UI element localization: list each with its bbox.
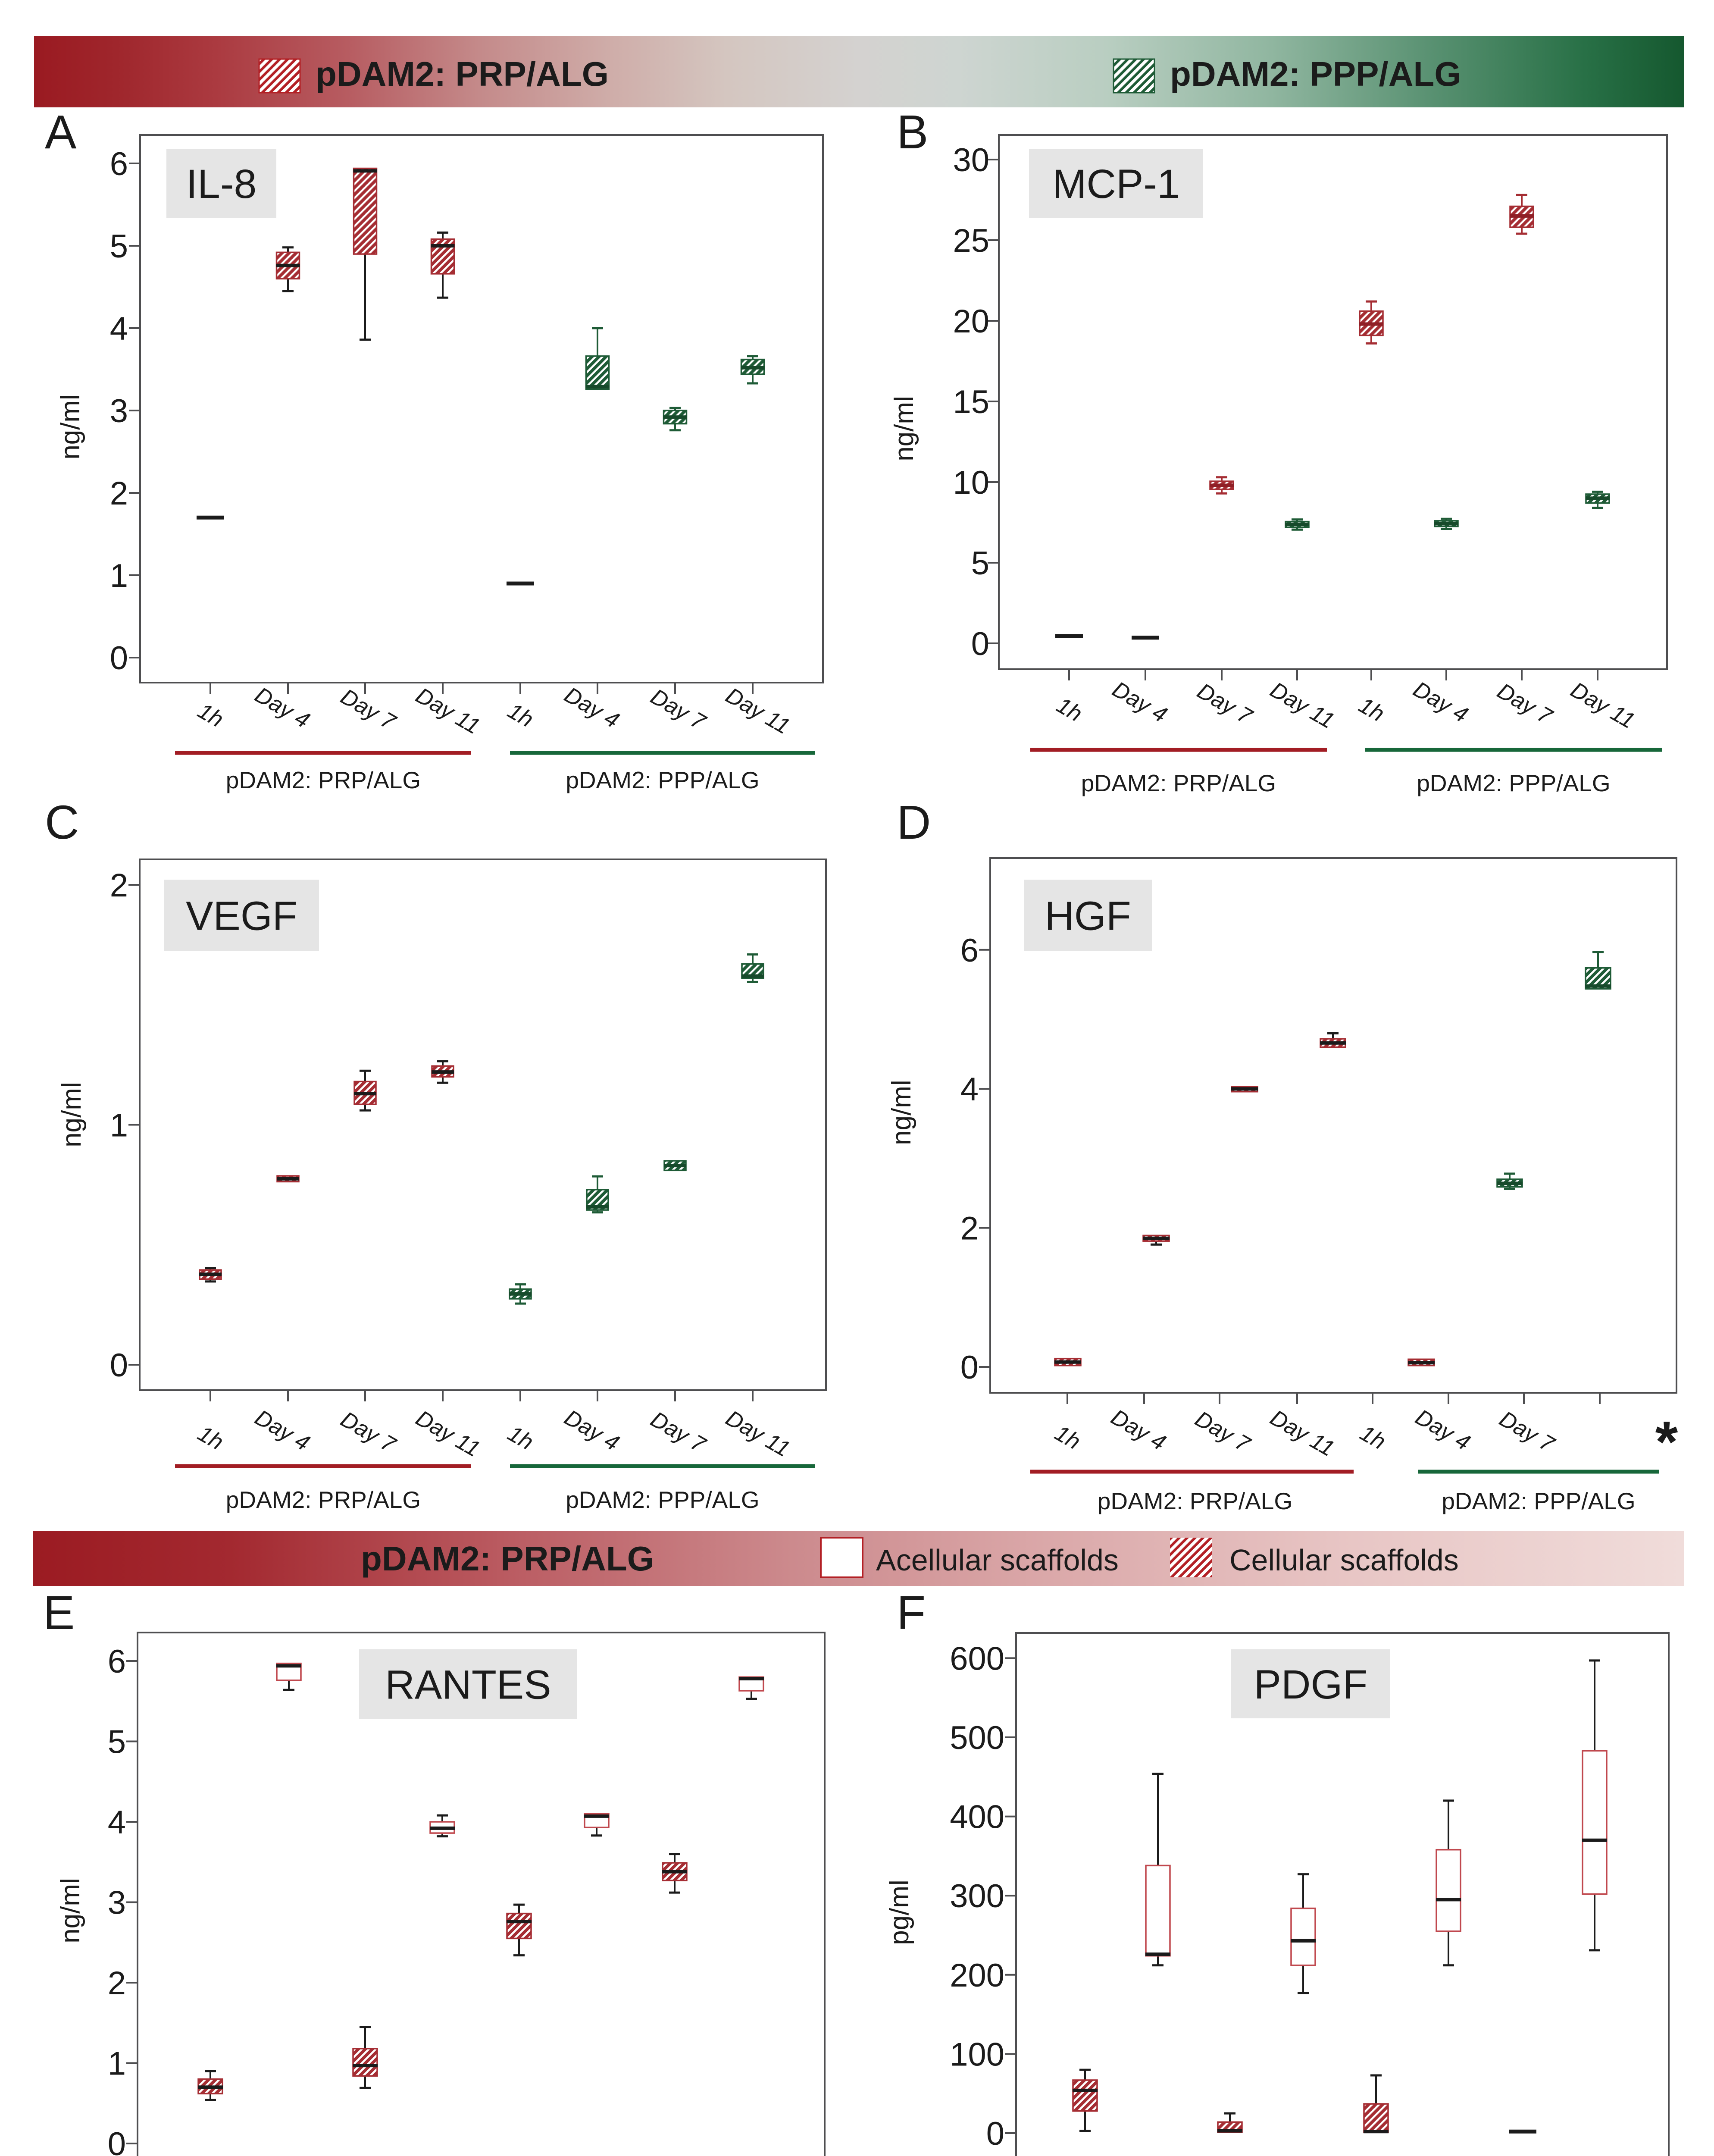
svg-text:pg/ml: pg/ml — [885, 1880, 914, 1945]
svg-text:2: 2 — [108, 1965, 126, 2002]
svg-text:F: F — [897, 1586, 926, 1639]
svg-text:HGF: HGF — [1045, 893, 1131, 939]
svg-text:5: 5 — [971, 545, 989, 582]
svg-text:B: B — [897, 106, 928, 159]
svg-text:6: 6 — [110, 146, 128, 182]
svg-text:6: 6 — [960, 932, 979, 969]
svg-text:pDAM2: PRP/ALG: pDAM2: PRP/ALG — [316, 55, 609, 93]
svg-text:1: 1 — [110, 1107, 128, 1144]
svg-text:100: 100 — [950, 2036, 1004, 2073]
svg-text:25: 25 — [953, 222, 989, 259]
svg-text:4: 4 — [960, 1071, 979, 1108]
svg-text:pDAM2: PRP/ALG: pDAM2: PRP/ALG — [1081, 770, 1276, 796]
svg-text:pDAM2: PRP/ALG: pDAM2: PRP/ALG — [226, 767, 421, 793]
svg-text:RANTES: RANTES — [385, 1662, 551, 1708]
svg-text:C: C — [45, 796, 79, 849]
svg-text:0: 0 — [108, 2126, 126, 2156]
svg-text:A: A — [45, 106, 77, 159]
svg-text:VEGF: VEGF — [186, 893, 297, 939]
svg-text:1: 1 — [110, 558, 128, 594]
svg-text:2: 2 — [110, 475, 128, 512]
svg-text:pDAM2: PPP/ALG: pDAM2: PPP/ALG — [566, 767, 759, 793]
svg-text:pDAM2: PPP/ALG: pDAM2: PPP/ALG — [1170, 55, 1461, 93]
svg-text:ng/ml: ng/ml — [57, 1082, 87, 1147]
svg-text:500: 500 — [950, 1720, 1004, 1756]
svg-text:600: 600 — [950, 1640, 1004, 1677]
svg-text:pDAM2: PPP/ALG: pDAM2: PPP/ALG — [566, 1486, 759, 1513]
svg-text:300: 300 — [950, 1878, 1004, 1915]
svg-text:200: 200 — [950, 1957, 1004, 1994]
svg-text:400: 400 — [950, 1799, 1004, 1836]
svg-text:pDAM2: PPP/ALG: pDAM2: PPP/ALG — [1442, 1488, 1635, 1514]
svg-text:15: 15 — [953, 384, 989, 420]
svg-text:0: 0 — [960, 1349, 979, 1386]
svg-text:6: 6 — [108, 1643, 126, 1680]
svg-text:0: 0 — [110, 1347, 128, 1384]
svg-text:0: 0 — [971, 626, 989, 662]
svg-text:pDAM2: PRP/ALG: pDAM2: PRP/ALG — [226, 1486, 421, 1513]
svg-text:Cellular scaffolds: Cellular scaffolds — [1229, 1543, 1459, 1577]
svg-text:30: 30 — [953, 142, 989, 179]
svg-text:4: 4 — [110, 310, 128, 347]
svg-text:20: 20 — [953, 303, 989, 340]
svg-text:3: 3 — [108, 1885, 126, 1921]
svg-text:ng/ml: ng/ml — [887, 1080, 916, 1145]
svg-text:4: 4 — [108, 1804, 126, 1841]
svg-text:Acellular scaffolds: Acellular scaffolds — [876, 1543, 1119, 1577]
svg-text:2: 2 — [960, 1210, 979, 1247]
svg-text:0: 0 — [110, 640, 128, 677]
svg-text:ng/ml: ng/ml — [56, 394, 85, 460]
svg-text:ng/ml: ng/ml — [889, 396, 919, 461]
svg-text:5: 5 — [108, 1724, 126, 1761]
svg-text:3: 3 — [110, 393, 128, 429]
svg-text:D: D — [897, 796, 931, 849]
svg-text:5: 5 — [110, 228, 128, 265]
svg-text:10: 10 — [953, 464, 989, 501]
svg-text:PDGF: PDGF — [1254, 1662, 1368, 1708]
svg-text:0: 0 — [986, 2115, 1004, 2152]
svg-text:pDAM2: PRP/ALG: pDAM2: PRP/ALG — [1098, 1488, 1292, 1514]
svg-text:ng/ml: ng/ml — [56, 1878, 85, 1943]
svg-text:pDAM2: PPP/ALG: pDAM2: PPP/ALG — [1417, 770, 1610, 796]
svg-text:IL-8: IL-8 — [186, 161, 257, 207]
svg-text:2: 2 — [110, 867, 128, 904]
svg-text:E: E — [43, 1586, 75, 1639]
svg-text:pDAM2: PRP/ALG: pDAM2: PRP/ALG — [361, 1539, 654, 1578]
svg-text:MCP-1: MCP-1 — [1052, 161, 1180, 207]
svg-text:1: 1 — [108, 2046, 126, 2082]
svg-text:*: * — [1655, 1409, 1678, 1474]
